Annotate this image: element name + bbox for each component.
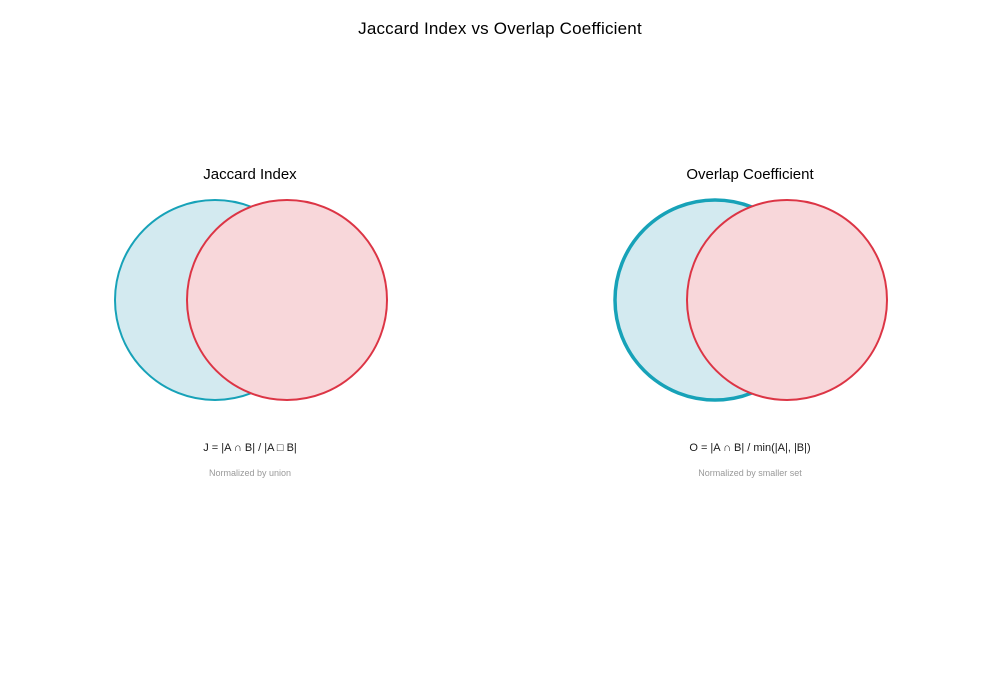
panel-jaccard-index: Jaccard Index J = |A ∩ B| / |A □ B| Norm… [114,166,388,478]
jaccard-formula: J = |A ∩ B| / |A □ B| [203,442,297,454]
panel-title: Overlap Coefficient [686,166,814,183]
figure-title: Jaccard Index vs Overlap Coefficient [358,19,642,38]
panel-title: Jaccard Index [203,166,297,183]
venn-diagram-overlap [613,198,888,402]
panel-overlap-coefficient: Overlap Coefficient O = |A ∩ B| / min(|A… [500,0,1000,700]
venn-diagram-jaccard [114,199,388,401]
overlap-note: Normalized by smaller set [698,468,802,478]
set-b-circle [686,199,888,401]
overlap-formula: O = |A ∩ B| / min(|A|, |B|) [689,442,811,454]
set-b-circle [186,199,388,401]
jaccard-note: Normalized by union [208,468,292,478]
